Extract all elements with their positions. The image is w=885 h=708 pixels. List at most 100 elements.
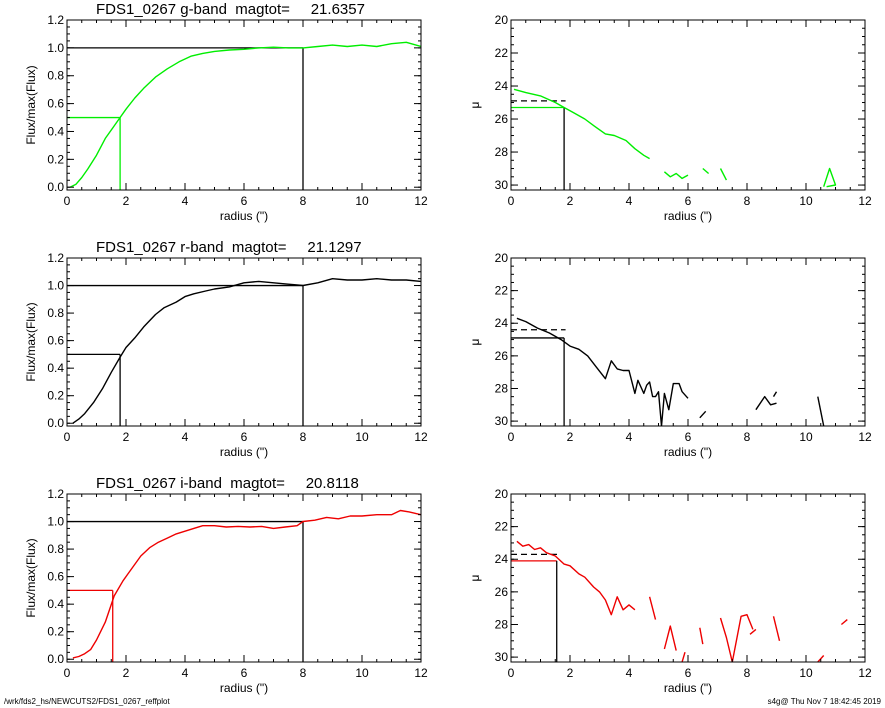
y-tick-label: 1.0 xyxy=(47,515,64,529)
data-series-8 xyxy=(772,616,781,641)
x-tick-label: 2 xyxy=(567,430,574,444)
data-series-1 xyxy=(69,41,421,188)
data-series-2 xyxy=(663,171,689,180)
footer-file-path: /wrk/fds2_hs/NEWCUTS2/FDS1_0267_reffplot xyxy=(4,697,170,706)
x-tick-label: 8 xyxy=(744,666,751,680)
y-tick-label: 0.2 xyxy=(47,625,64,639)
y-tick-label: 22 xyxy=(495,520,509,534)
y-tick-label: 22 xyxy=(495,284,509,298)
y-axis-label: μ xyxy=(468,574,482,581)
x-tick-label: 6 xyxy=(685,666,692,680)
x-tick-label: 8 xyxy=(300,666,307,680)
y-tick-label: 0.0 xyxy=(47,416,64,430)
y-tick-label: 0.6 xyxy=(47,570,64,584)
y-tick-label: 28 xyxy=(495,381,509,395)
x-tick-label: 12 xyxy=(414,430,428,444)
x-tick-label: 8 xyxy=(744,430,751,444)
x-tick-label: 8 xyxy=(744,194,751,208)
y-tick-label: 1.0 xyxy=(47,279,64,293)
data-series-1 xyxy=(516,317,689,426)
plot-frame xyxy=(510,493,866,663)
x-tick-label: 4 xyxy=(626,430,633,444)
x-tick-label: 2 xyxy=(123,430,130,444)
y-axis-label: Flux/max(Flux) xyxy=(24,538,38,617)
chart-title: FDS1_0267 g-band magtot= 21.6357 xyxy=(96,1,365,18)
data-series-4 xyxy=(772,391,778,397)
x-tick-label: 0 xyxy=(508,430,515,444)
x-tick-label: 6 xyxy=(685,430,692,444)
y-tick-label: 1.0 xyxy=(47,41,64,55)
data-series-1 xyxy=(72,278,421,424)
x-tick-label: 2 xyxy=(567,194,574,208)
y-tick-label: 24 xyxy=(495,79,509,93)
x-tick-label: 0 xyxy=(64,194,71,208)
x-tick-label: 4 xyxy=(182,430,189,444)
y-axis-label: Flux/max(Flux) xyxy=(24,302,38,381)
data-series-5 xyxy=(817,396,825,426)
y-tick-label: 0.8 xyxy=(47,69,64,83)
x-tick-label: 2 xyxy=(123,666,130,680)
x-axis-label: radius (") xyxy=(664,681,712,695)
chart-panel-1: 0 2 4 6 8 10 12 0.0 0.2 0.4 0.6 0.8 1.0 1.2 radius (")… xyxy=(24,1,428,223)
data-series-6 xyxy=(719,614,754,662)
x-tick-label: 10 xyxy=(799,430,813,444)
data-series-7 xyxy=(749,628,757,635)
y-tick-label: 0.4 xyxy=(47,361,64,375)
data-series-3 xyxy=(702,167,710,175)
data-series-4 xyxy=(681,652,686,662)
x-tick-label: 0 xyxy=(508,194,515,208)
data-series-2 xyxy=(699,410,707,419)
x-tick-label: 12 xyxy=(414,666,428,680)
x-tick-label: 4 xyxy=(626,194,633,208)
y-tick-label: 20 xyxy=(495,13,509,27)
x-axis-label: radius (") xyxy=(664,445,712,459)
plot-frame xyxy=(66,493,422,663)
y-tick-label: 1.2 xyxy=(47,487,64,501)
chart-panel-5: 0 2 4 6 8 10 12 0.0 0.2 0.4 0.6 0.8 1.0 1.2 radius (")… xyxy=(24,475,428,695)
x-tick-label: 0 xyxy=(64,430,71,444)
y-tick-label: 0.0 xyxy=(47,180,64,194)
y-tick-label: 30 xyxy=(495,178,509,192)
x-tick-label: 12 xyxy=(858,430,872,444)
data-series-3 xyxy=(755,395,777,411)
x-axis-label: radius (") xyxy=(220,681,268,695)
y-tick-label: 0.2 xyxy=(47,389,64,403)
x-tick-label: 10 xyxy=(799,194,813,208)
x-tick-label: 12 xyxy=(414,194,428,208)
y-tick-label: 0.2 xyxy=(47,152,64,166)
y-tick-label: 24 xyxy=(495,552,509,566)
y-tick-label: 0.0 xyxy=(47,652,64,666)
data-series-1 xyxy=(516,540,636,616)
x-tick-label: 6 xyxy=(685,194,692,208)
y-tick-label: 0.6 xyxy=(47,97,64,111)
x-tick-label: 2 xyxy=(123,194,130,208)
y-tick-label: 28 xyxy=(495,145,509,159)
y-tick-label: 0.8 xyxy=(47,542,64,556)
y-axis-label: μ xyxy=(468,338,482,345)
x-tick-label: 4 xyxy=(182,194,189,208)
y-tick-label: 26 xyxy=(495,112,509,126)
y-tick-label: 20 xyxy=(495,487,509,501)
y-tick-label: 0.4 xyxy=(47,597,64,611)
chart-panel-3: 0 2 4 6 8 10 12 0.0 0.2 0.4 0.6 0.8 1.0 1.2 radius (")… xyxy=(24,239,428,459)
y-axis-label: μ xyxy=(468,101,482,108)
data-series-4 xyxy=(719,168,728,181)
y-tick-label: 30 xyxy=(495,650,509,664)
x-tick-label: 10 xyxy=(355,666,369,680)
y-axis-label: Flux/max(Flux) xyxy=(24,65,38,144)
y-tick-label: 26 xyxy=(495,585,509,599)
y-tick-label: 24 xyxy=(495,316,509,330)
x-axis-label: radius (") xyxy=(220,209,268,223)
chart-title: FDS1_0267 i-band magtot= 20.8118 xyxy=(96,475,359,492)
x-tick-label: 4 xyxy=(626,666,633,680)
y-tick-label: 1.2 xyxy=(47,251,64,265)
data-series-5 xyxy=(823,167,837,188)
data-series-9 xyxy=(817,655,825,662)
x-tick-label: 4 xyxy=(182,666,189,680)
x-tick-label: 10 xyxy=(799,666,813,680)
footer-timestamp: s4g@ Thu Nov 7 18:42:45 2019 xyxy=(767,697,881,706)
